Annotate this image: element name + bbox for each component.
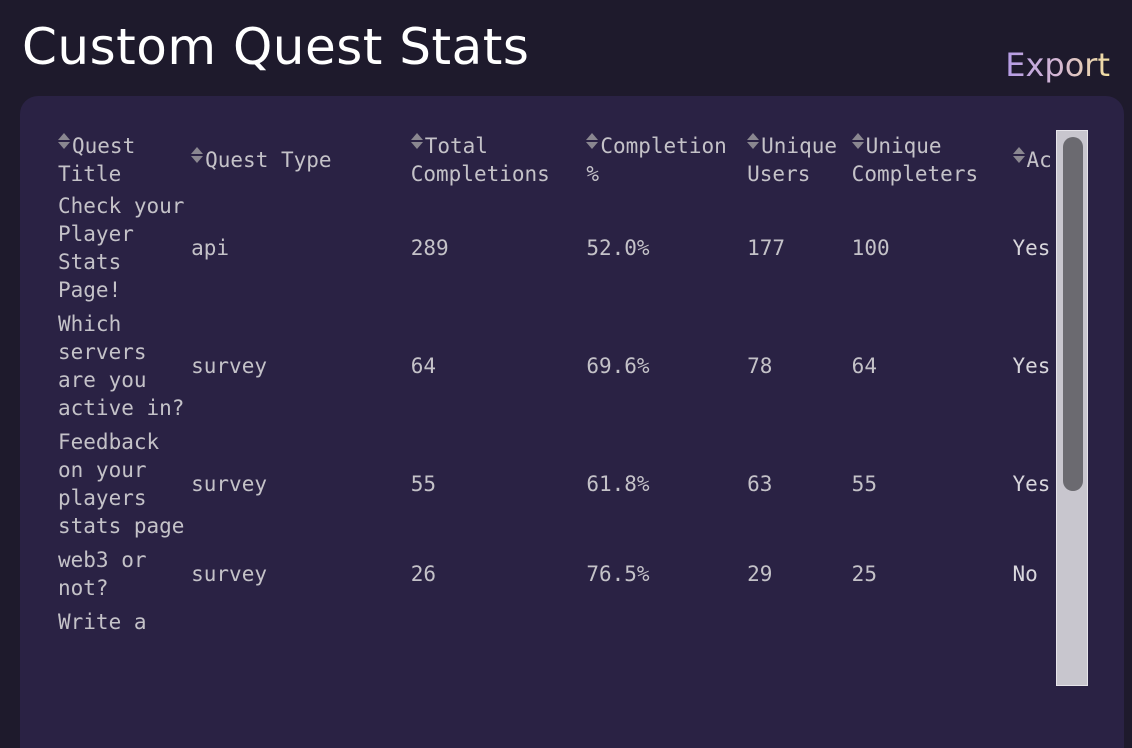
cell-unique-users: 63 xyxy=(747,472,773,496)
column-label: Completion % xyxy=(586,134,727,186)
column-header-total-completions[interactable]: Total Completions xyxy=(410,132,587,192)
cell-quest-title: Which servers are you active in? xyxy=(58,312,185,420)
column-label: Quest Title xyxy=(58,134,136,186)
cell-quest-type xyxy=(191,608,411,642)
cell-quest-title: Feedback on your players stats page xyxy=(58,430,185,538)
cell-total-completions: 64 xyxy=(410,354,437,378)
cell-quest-title: web3 or not? xyxy=(58,548,147,600)
cell-unique-users: 78 xyxy=(747,354,773,378)
sort-updown-icon[interactable] xyxy=(410,132,423,150)
sort-updown-icon[interactable] xyxy=(747,132,760,150)
cell-quest-type: api xyxy=(191,236,230,260)
table-row: Which servers are you active in? survey … xyxy=(58,310,1088,428)
column-header-completion-pct[interactable]: Completion % xyxy=(586,132,747,192)
cell-total-completions xyxy=(411,608,587,642)
column-label: Total Completions xyxy=(410,134,550,186)
cell-quest-type: survey xyxy=(191,354,267,378)
column-header-quest-title[interactable]: Quest Title xyxy=(58,132,191,192)
column-label: Quest Type xyxy=(205,148,332,172)
column-header-active[interactable]: Ac xyxy=(1012,132,1089,192)
cell-unique-completers: 55 xyxy=(851,472,877,496)
cell-completion-pct: 61.8% xyxy=(586,472,650,496)
table-row: web3 or not? survey 26 76.5% 29 25 No xyxy=(58,546,1088,608)
table-row: Check your Player Stats Page! api 289 52… xyxy=(58,192,1088,310)
cell-completion-pct: 52.0% xyxy=(586,236,650,260)
cell-active: Yes xyxy=(1012,354,1051,378)
cell-completion-pct: 69.6% xyxy=(586,354,650,378)
page-title: Custom Quest Stats xyxy=(22,18,530,76)
cell-active: Yes xyxy=(1012,236,1051,260)
cell-unique-completers xyxy=(852,608,1013,642)
cell-unique-completers: 64 xyxy=(851,354,877,378)
scrollbar-thumb[interactable] xyxy=(1063,137,1083,491)
sort-updown-icon[interactable] xyxy=(851,132,864,150)
cell-unique-users: 177 xyxy=(747,236,786,260)
column-label: Unique Completers xyxy=(851,134,979,186)
cell-active: No xyxy=(1012,562,1038,586)
cell-total-completions: 55 xyxy=(410,472,437,496)
quest-stats-card: Quest Title Quest Type Total Completions… xyxy=(20,96,1124,748)
sort-updown-icon[interactable] xyxy=(191,146,204,164)
cell-unique-users xyxy=(747,608,852,642)
export-button[interactable]: Export xyxy=(1005,46,1110,84)
column-header-unique-completers[interactable]: Unique Completers xyxy=(851,132,1013,192)
cell-active: Yes xyxy=(1012,472,1051,496)
cell-unique-completers: 25 xyxy=(851,562,877,586)
cell-completion-pct: 76.5% xyxy=(586,562,650,586)
sort-updown-icon[interactable] xyxy=(58,132,70,150)
column-label: Unique Users xyxy=(747,134,837,186)
table-scroll-area[interactable]: Quest Title Quest Type Total Completions… xyxy=(58,132,1088,748)
cell-quest-title: Write a xyxy=(58,610,147,634)
cell-total-completions: 289 xyxy=(410,236,449,260)
cell-completion-pct xyxy=(586,608,747,642)
column-header-unique-users[interactable]: Unique Users xyxy=(747,132,852,192)
sort-updown-icon[interactable] xyxy=(586,132,599,150)
cell-unique-users: 29 xyxy=(747,562,773,586)
cell-quest-title: Check your Player Stats Page! xyxy=(58,194,185,302)
column-header-quest-type[interactable]: Quest Type xyxy=(191,132,411,192)
table-row: Feedback on your players stats page surv… xyxy=(58,428,1088,546)
column-label: Ac xyxy=(1026,148,1052,172)
cell-total-completions: 26 xyxy=(410,562,437,586)
table-row: Write a xyxy=(58,608,1088,642)
cell-quest-type: survey xyxy=(191,562,267,586)
sort-updown-icon[interactable] xyxy=(1012,146,1025,164)
cell-unique-completers: 100 xyxy=(851,236,890,260)
quest-stats-table: Quest Title Quest Type Total Completions… xyxy=(58,132,1088,642)
vertical-scrollbar[interactable] xyxy=(1056,130,1088,686)
table-header-row: Quest Title Quest Type Total Completions… xyxy=(58,132,1088,192)
cell-quest-type: survey xyxy=(191,472,267,496)
